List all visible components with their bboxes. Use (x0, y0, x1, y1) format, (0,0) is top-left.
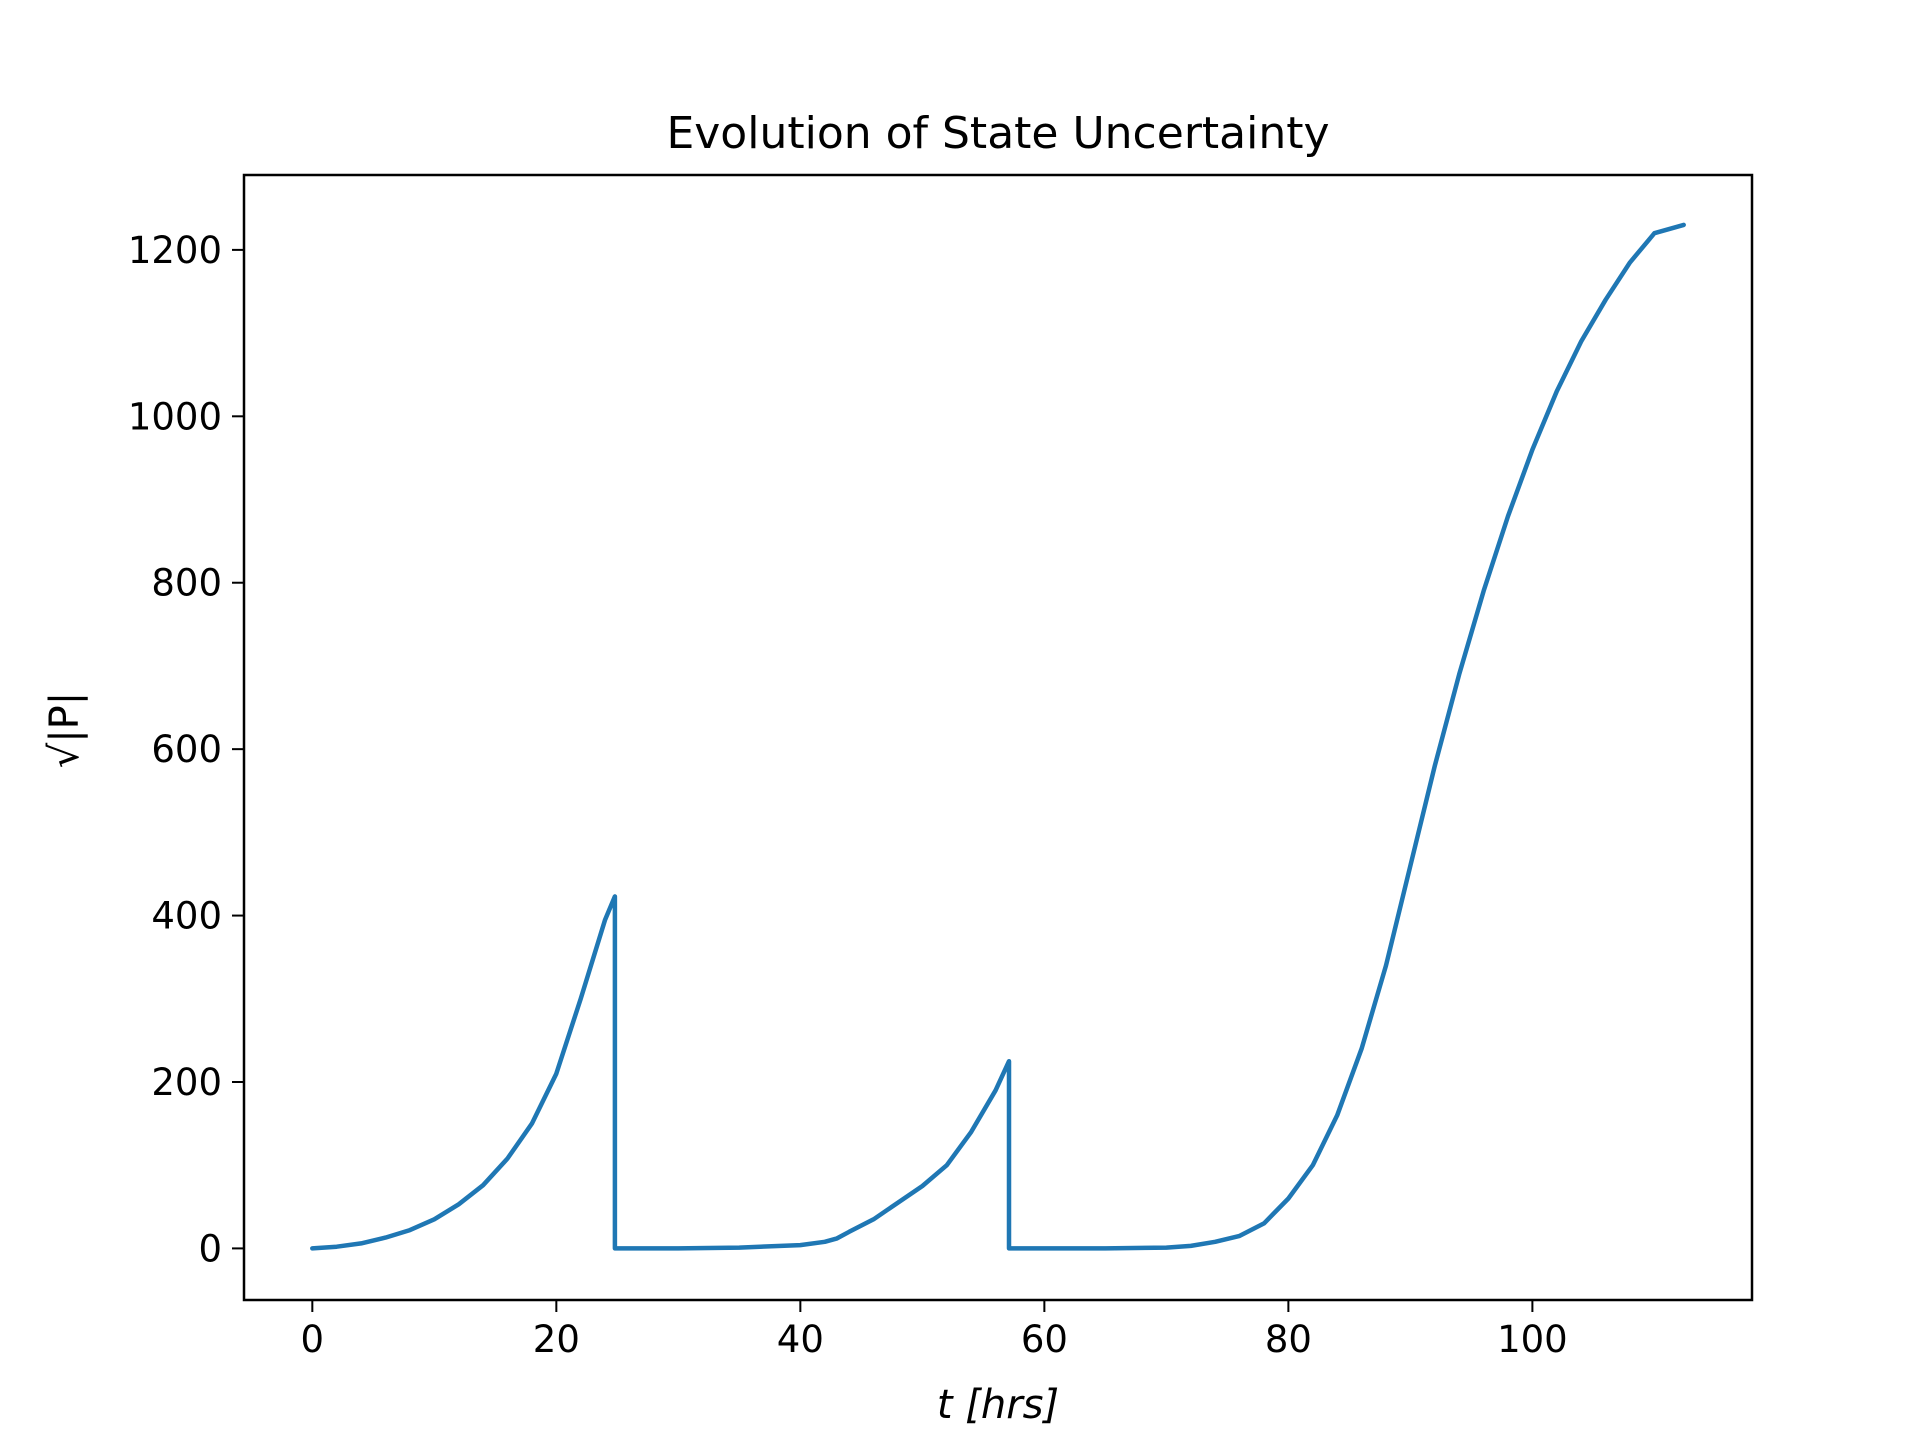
y-tick-label: 800 (151, 562, 222, 605)
x-tick-label: 80 (1265, 1318, 1312, 1361)
x-axis-label: t [hrs] (937, 1382, 1059, 1428)
x-tick-label: 20 (533, 1318, 580, 1361)
x-tick-label: 60 (1021, 1318, 1068, 1361)
x-tick-label: 100 (1497, 1318, 1568, 1361)
plot-frame (242, 173, 1754, 1302)
y-tick-label: 400 (151, 895, 222, 938)
series-line (310, 222, 1686, 1251)
x-tick-label: 40 (777, 1318, 824, 1361)
y-axis: 0 200 400 600 800 1000 1200 (128, 229, 244, 1270)
plot-area (310, 222, 1686, 1251)
chart-title: Evolution of State Uncertainty (666, 108, 1329, 159)
x-tick-label: 0 (301, 1318, 325, 1361)
y-tick-label: 1200 (128, 229, 222, 272)
y-tick-label: 1000 (128, 395, 222, 438)
y-tick-label: 600 (151, 728, 222, 771)
y-tick-label: 0 (198, 1227, 222, 1270)
y-tick-label: 200 (151, 1061, 222, 1104)
x-axis: 0 20 40 60 80 100 (301, 1300, 1568, 1361)
y-axis-label: √|P| (42, 692, 88, 769)
